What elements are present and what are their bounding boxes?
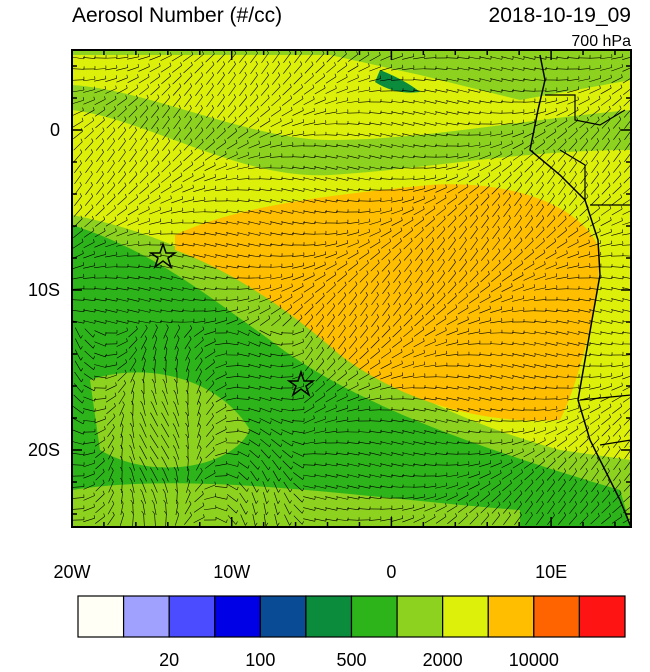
colorbar-box bbox=[397, 596, 443, 637]
wind-barb bbox=[633, 218, 634, 221]
colorbar-label: 20 bbox=[159, 650, 179, 667]
colorbar-box bbox=[352, 596, 398, 637]
wind-barb bbox=[632, 514, 633, 517]
colorbar-box bbox=[124, 596, 170, 637]
colorbar-box bbox=[260, 596, 306, 637]
colorbar-box bbox=[443, 596, 489, 637]
wind-barb bbox=[633, 64, 634, 67]
colorbar-label: 2000 bbox=[423, 650, 463, 667]
colorbar-box bbox=[488, 596, 534, 637]
wind-barb bbox=[633, 53, 634, 56]
colorbar-box bbox=[534, 596, 580, 637]
y-tick-label: 20S bbox=[28, 440, 60, 460]
colorbar-box bbox=[215, 596, 261, 637]
y-tick-labels: 0 10S 20S bbox=[28, 120, 60, 460]
wind-barb bbox=[632, 382, 633, 385]
x-tick-label: 0 bbox=[386, 562, 396, 582]
wind-barb bbox=[632, 195, 633, 198]
field bbox=[72, 50, 634, 527]
y-tick-label: 0 bbox=[50, 120, 60, 140]
y-tick-label: 10S bbox=[28, 280, 60, 300]
x-tick-label: 10W bbox=[213, 562, 250, 582]
colorbar-label: 100 bbox=[245, 650, 275, 667]
colorbar-label: 10000 bbox=[509, 650, 559, 667]
colorbar-box bbox=[169, 596, 215, 637]
colorbar: 20 100 500 2000 10000 bbox=[78, 596, 625, 667]
colorbar-box bbox=[306, 596, 352, 637]
date: 2018-10-19_09 bbox=[489, 4, 631, 27]
wind-barb bbox=[633, 372, 634, 375]
title: Aerosol Number (#/cc) bbox=[72, 4, 282, 27]
level: 700 hPa bbox=[571, 33, 631, 50]
wind-barb bbox=[632, 74, 633, 77]
colorbar-box bbox=[579, 596, 625, 637]
x-tick-label: 10E bbox=[535, 562, 567, 582]
x-tick-labels: 20W 10W 0 10E bbox=[53, 562, 567, 582]
colorbar-box bbox=[78, 596, 124, 637]
x-tick-label: 20W bbox=[53, 562, 90, 582]
colorbar-label: 500 bbox=[336, 650, 366, 667]
wind-barb bbox=[633, 206, 634, 209]
